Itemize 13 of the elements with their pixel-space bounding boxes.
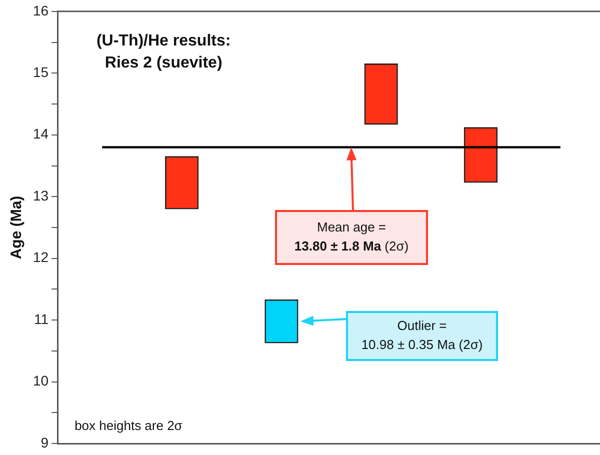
y-tick-label: 16 [32,2,49,18]
y-tick-label: 15 [32,64,49,80]
annotation: Mean age = 13.80 ± 1.8 Ma (2σ) [294,220,409,254]
y-tick-label: 12 [32,249,49,266]
y-tick-label: 14 [32,126,49,142]
y-tick-label: 13 [32,187,49,204]
y-tick-label: 10 [32,372,49,389]
annotation: Outlier = 10.98 ± 0.35 Ma (2σ) [361,318,483,352]
annotation: box heights are 2σ [74,418,182,434]
y-tick-label: 9 [40,434,49,450]
y-axis-title: Age (Ma) [8,196,26,260]
y-tick-label: 11 [34,310,49,327]
text: (U-Th)/He results: Ries 2 (suevite) [96,32,231,72]
